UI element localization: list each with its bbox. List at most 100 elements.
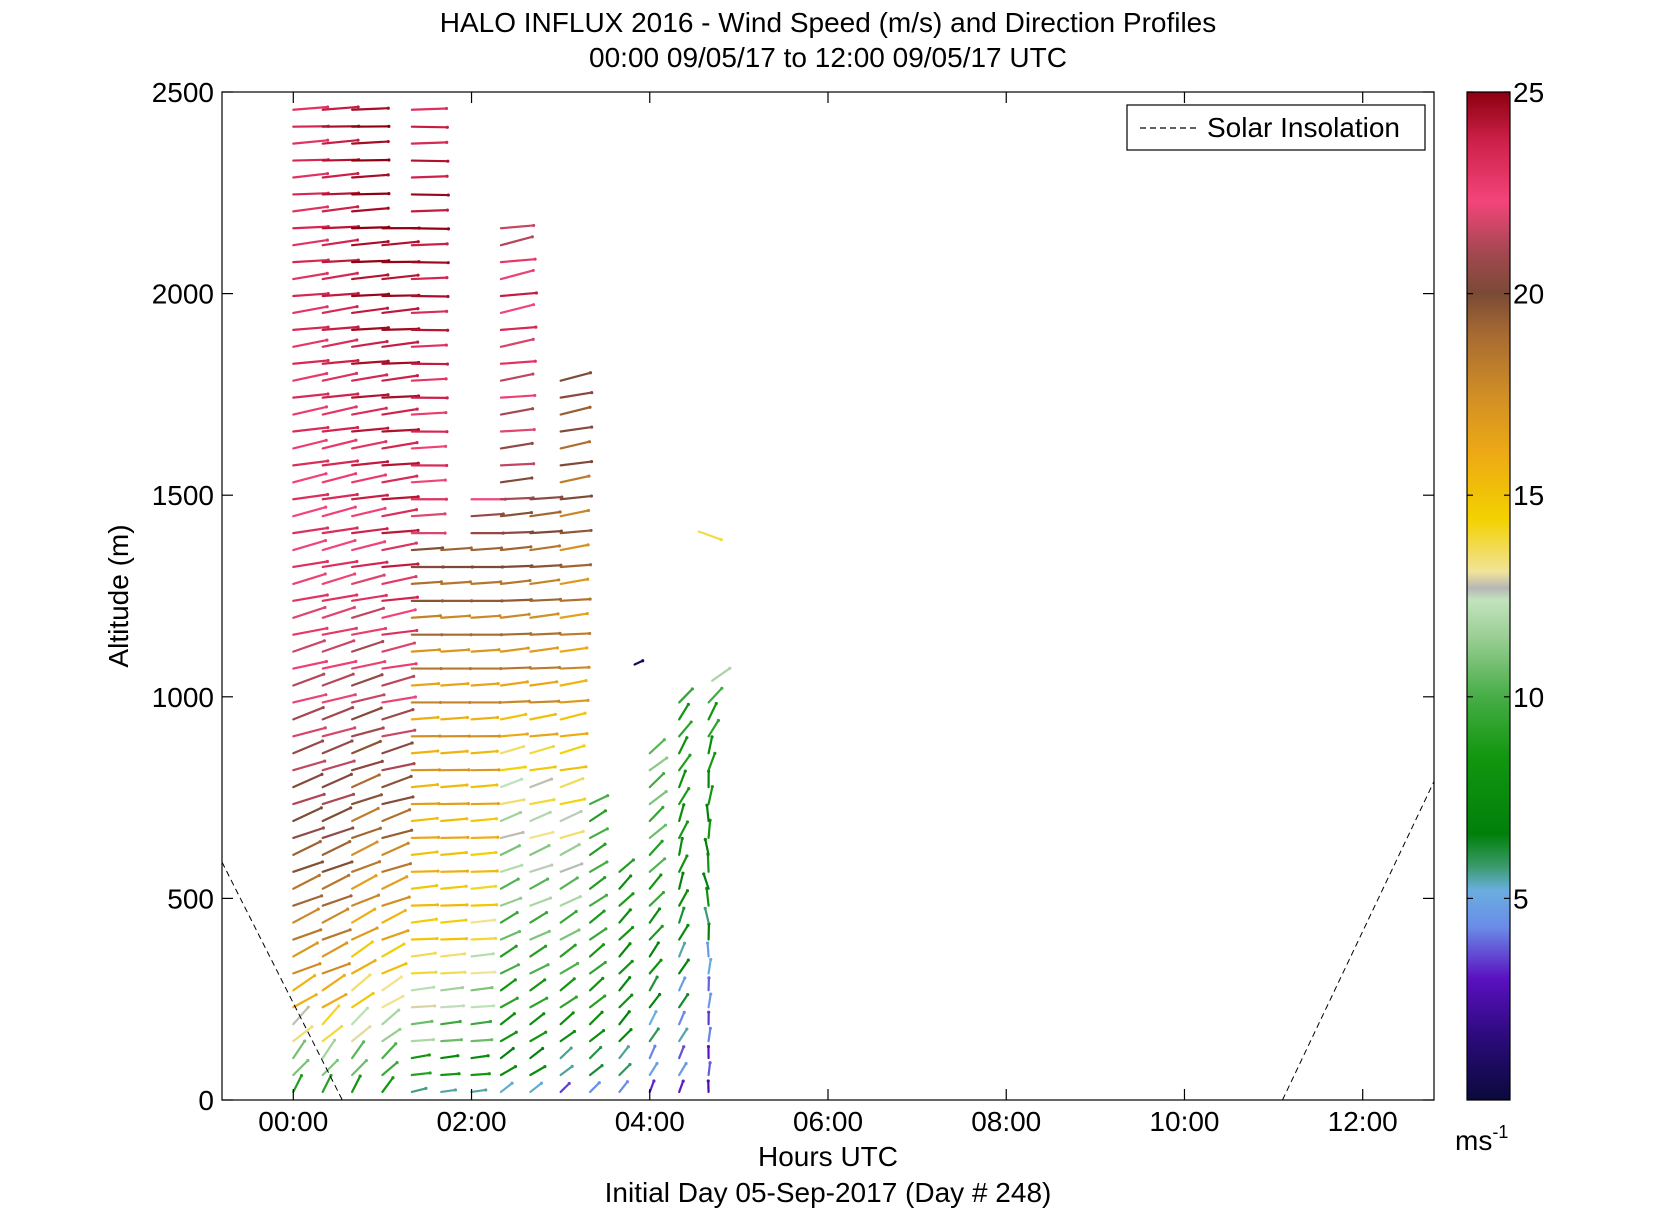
wind-vector (351, 373, 388, 382)
wind-vector-head (534, 291, 538, 295)
wind-vector (470, 1038, 493, 1043)
wind-vector (351, 293, 390, 298)
wind-vector-head (436, 835, 441, 839)
wind-vector (410, 343, 448, 348)
wind-vector (499, 1047, 515, 1060)
wind-vector (292, 639, 326, 653)
wind-vector-head (627, 1010, 631, 1014)
wind-vector-head (325, 338, 329, 342)
wind-vector (499, 877, 520, 890)
wind-vector-head (347, 962, 351, 966)
wind-vector-head (385, 339, 389, 344)
wind-vector-head (664, 789, 668, 794)
wind-vector (321, 238, 359, 247)
wind-vector-head (376, 806, 380, 811)
wind-vector (529, 713, 557, 721)
wind-vector-head (601, 943, 606, 947)
wind-vector-head (542, 1012, 546, 1016)
wind-vector (381, 729, 416, 738)
wind-vector-head (354, 438, 358, 442)
wind-vector (351, 640, 384, 653)
wind-vector-head (550, 863, 554, 867)
wind-vector-head (663, 857, 667, 861)
wind-vector (707, 719, 720, 738)
wind-vectors (292, 105, 732, 1094)
wind-vector-head (706, 1079, 710, 1083)
wind-vector (292, 1074, 303, 1094)
wind-vector-head (707, 1010, 711, 1014)
wind-vector-head (521, 744, 526, 749)
wind-vector (410, 242, 449, 247)
wind-vector-head (515, 911, 519, 915)
wind-vector-head (574, 995, 578, 999)
wind-vector-head (588, 563, 593, 567)
wind-vector (499, 360, 537, 365)
wind-vector-head (415, 474, 419, 478)
wind-vector-head (355, 559, 359, 564)
wind-vector-head (524, 712, 528, 717)
wind-vector-head (531, 372, 535, 376)
wind-vector (410, 682, 440, 687)
wind-vector-head (530, 235, 534, 239)
wind-vector (321, 1039, 336, 1060)
wind-vector (410, 903, 439, 907)
wind-vector-head (708, 1026, 712, 1030)
wind-vector (440, 1004, 465, 1009)
wind-vector-head (490, 986, 494, 990)
wind-vector (499, 646, 530, 653)
wind-vector-head (660, 839, 664, 843)
wind-vector-head (572, 1029, 576, 1034)
wind-vector-head (658, 992, 662, 997)
wind-vector (292, 405, 328, 416)
wind-vector-head (318, 962, 322, 966)
wind-vector-head (443, 478, 447, 482)
wind-vector-head (706, 1044, 711, 1049)
wind-vector-head (631, 858, 635, 862)
wind-vector-head (702, 872, 706, 876)
wind-vector-head (496, 835, 500, 839)
wind-vector (410, 141, 448, 145)
wind-vector (559, 494, 593, 501)
wind-vector (588, 994, 606, 1009)
wind-vector-head (467, 768, 471, 772)
wind-vector-head (497, 768, 501, 772)
wind-vector (559, 928, 581, 941)
wind-vector (529, 945, 547, 958)
wind-vector (470, 1072, 491, 1077)
wind-vector-head (494, 903, 499, 907)
wind-vector (351, 706, 383, 721)
wind-vector-head (464, 850, 468, 855)
wind-vector-head (709, 957, 713, 962)
wind-vector (529, 798, 556, 806)
wind-vector (381, 596, 419, 602)
wind-vector-head (403, 908, 407, 913)
wind-vector-head (604, 927, 608, 931)
wind-vector-head (435, 850, 439, 854)
wind-vector-head (557, 699, 561, 703)
wind-vector-head (628, 1062, 632, 1067)
wind-vector (381, 462, 420, 467)
wind-vector (648, 1062, 659, 1077)
wind-vector (351, 107, 390, 111)
wind-vector-head (661, 771, 666, 776)
wind-vector (321, 1074, 333, 1094)
wind-vector (705, 887, 710, 907)
wind-vector (351, 561, 388, 569)
wind-vector (697, 530, 723, 541)
wind-vector-head (685, 820, 690, 824)
wind-vector (410, 952, 437, 958)
wind-vector-head (570, 1064, 574, 1068)
wind-vector-head (355, 492, 359, 497)
wind-vector-head (585, 646, 589, 650)
wind-vector-head (324, 405, 329, 409)
wind-vector (707, 1061, 712, 1077)
wind-vector-head (353, 572, 357, 576)
wind-vector (499, 765, 527, 772)
wind-vector (410, 918, 438, 924)
wind-vector (618, 960, 634, 975)
wind-vector-head (527, 612, 531, 616)
wind-vector-head (437, 802, 441, 806)
y-axis: 0 500 1000 1500 2000 2500 (152, 77, 1434, 1116)
wind-vector-head (600, 1010, 604, 1014)
